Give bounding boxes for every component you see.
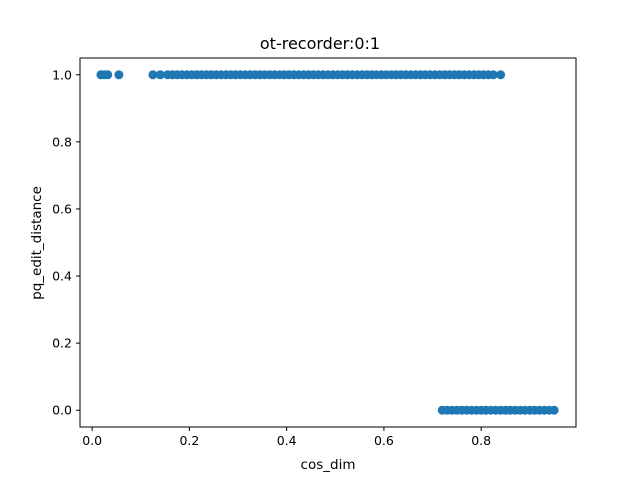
data-point bbox=[549, 405, 559, 415]
x-axis-label: cos_dim bbox=[301, 457, 356, 473]
y-tick-label: 0.2 bbox=[52, 336, 72, 351]
plot-frame bbox=[79, 57, 577, 428]
x-tick-label: 0.2 bbox=[179, 433, 199, 448]
data-point bbox=[148, 70, 158, 80]
points-layer bbox=[96, 70, 559, 415]
x-tick-label: 0.8 bbox=[471, 433, 491, 448]
data-point bbox=[103, 70, 113, 80]
y-tick-label: 0.6 bbox=[52, 201, 72, 216]
y-axis-ticks: 0.0 0.2 0.4 0.6 0.8 1.0 bbox=[52, 67, 80, 418]
y-axis-label: pq_edit_distance bbox=[29, 186, 45, 300]
data-point bbox=[496, 70, 506, 80]
x-tick-label: 0.6 bbox=[374, 433, 394, 448]
x-tick-label: 0.4 bbox=[277, 433, 297, 448]
y-tick-label: 0.0 bbox=[52, 403, 72, 418]
chart-title: ot-recorder:0:1 bbox=[260, 34, 380, 53]
data-point bbox=[114, 70, 124, 80]
x-tick-label: 0.0 bbox=[82, 433, 102, 448]
x-axis-ticks: 0.0 0.2 0.4 0.6 0.8 bbox=[82, 427, 491, 448]
y-tick-label: 0.8 bbox=[52, 134, 72, 149]
y-tick-label: 1.0 bbox=[52, 67, 72, 82]
y-tick-label: 0.4 bbox=[52, 269, 72, 284]
data-point bbox=[155, 70, 165, 80]
data-point bbox=[488, 70, 498, 80]
